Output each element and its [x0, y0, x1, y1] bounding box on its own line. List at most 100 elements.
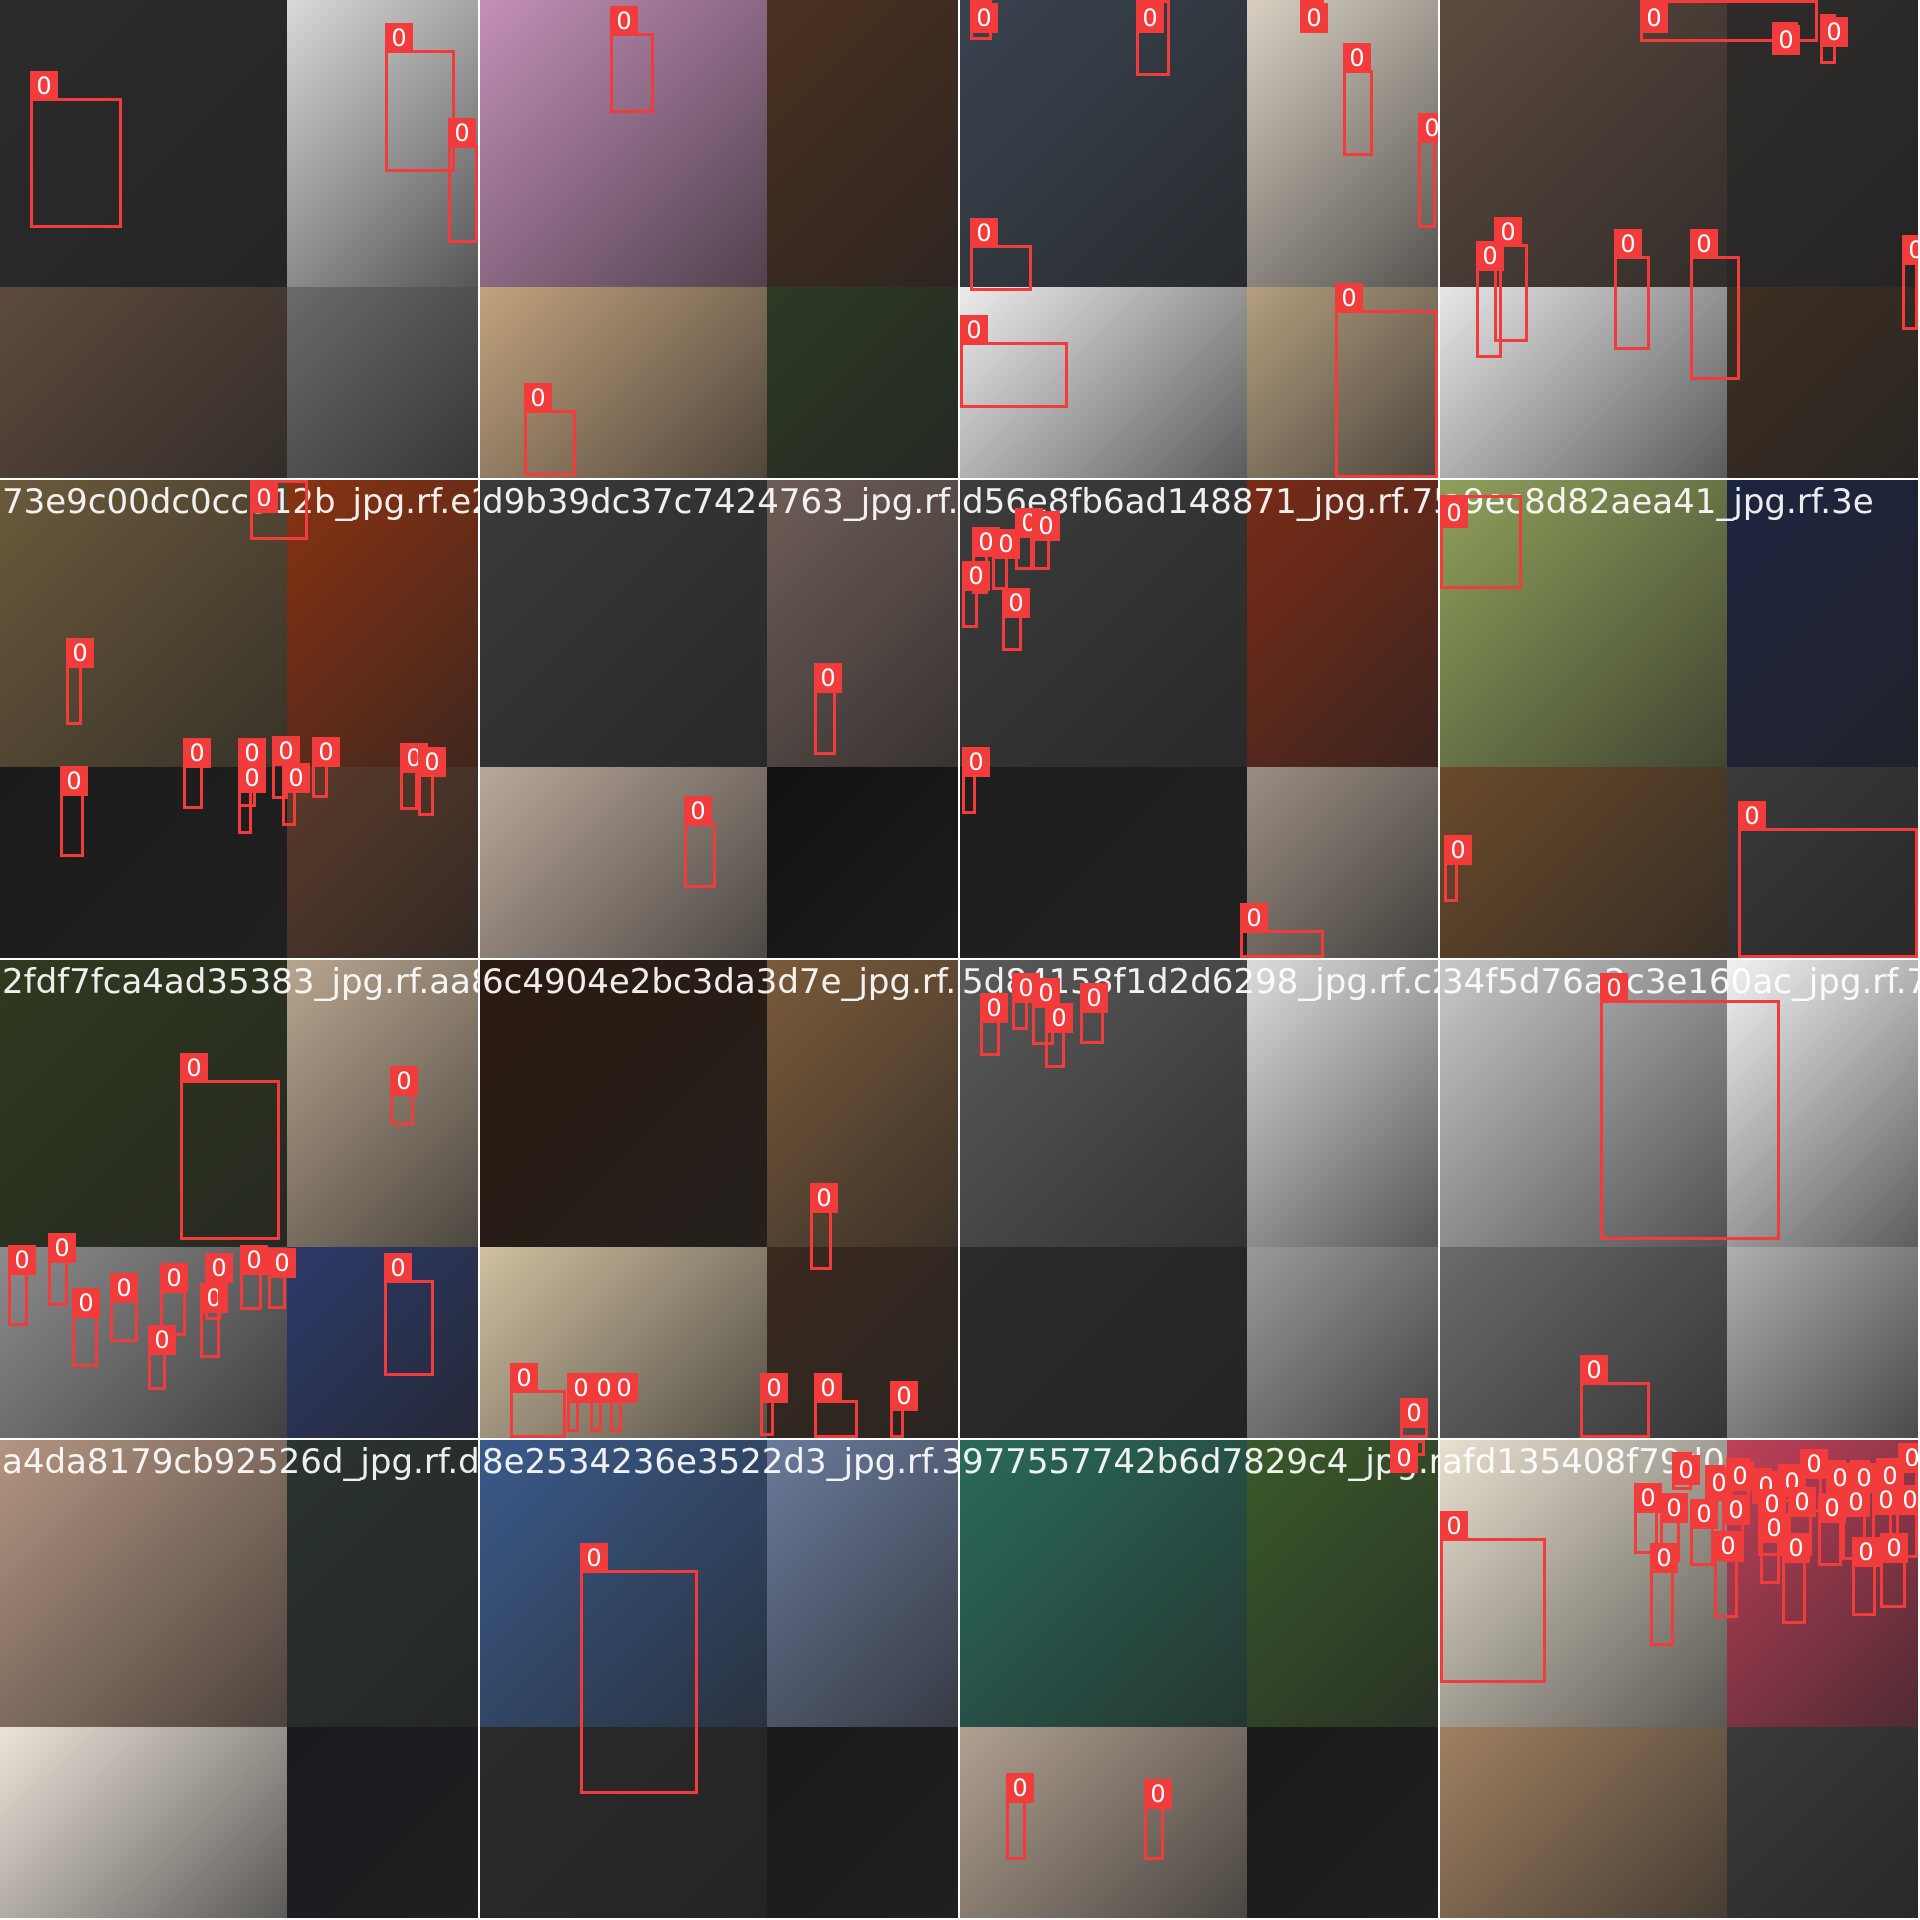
detection-box: 0 — [66, 638, 94, 725]
detection-box: 0 — [1772, 22, 1800, 55]
sub-image — [1246, 1440, 1438, 1727]
mosaic-tile: 0 0 0 — [0, 0, 478, 478]
sub-image — [960, 1440, 1247, 1727]
detection-box: 0 — [1580, 1355, 1650, 1438]
class-label: 0 — [1788, 1487, 1816, 1517]
class-label: 0 — [580, 1543, 608, 1573]
detection-box: 0 — [384, 1253, 434, 1376]
detection-box: 0 — [1002, 588, 1030, 651]
class-label: 0 — [1650, 1543, 1678, 1573]
sub-image — [286, 1246, 478, 1438]
mosaic-tile: afd135408f79d0 0 0 0 0 0 0 0 0 0 0 0 0 0 0 0 0 0 0 0 0 0 0 0 0 0 0… — [1440, 1440, 1918, 1918]
class-label: 0 — [148, 1325, 176, 1355]
sub-image — [1246, 960, 1438, 1247]
class-label: 0 — [814, 663, 842, 693]
class-label: 0 — [1444, 835, 1472, 865]
class-label: 0 — [1660, 1493, 1688, 1523]
class-label: 0 — [418, 747, 446, 777]
class-label: 0 — [205, 1253, 233, 1283]
sub-image — [1440, 1726, 1727, 1918]
class-label: 0 — [1800, 1449, 1828, 1479]
sub-image — [480, 286, 767, 478]
detection-box: 0 — [1476, 241, 1504, 358]
class-label: 0 — [160, 1263, 188, 1293]
detection-box: 0 — [970, 218, 1032, 291]
class-label: 0 — [1690, 229, 1718, 259]
sub-image — [480, 1246, 767, 1438]
detection-box: 0 — [205, 1253, 233, 1320]
class-label: 0 — [1672, 1455, 1700, 1485]
detection-box: 0 — [1343, 43, 1373, 156]
detection-box: 0 — [385, 23, 455, 172]
sub-image — [960, 1246, 1247, 1438]
sub-image — [1726, 960, 1918, 1247]
sub-image — [960, 766, 1247, 958]
class-label: 0 — [60, 766, 88, 796]
sub-image — [960, 0, 1247, 287]
detection-box: 0 — [1614, 229, 1650, 350]
detection-box: 0 — [30, 71, 122, 228]
sub-image — [1726, 1726, 1918, 1918]
class-label: 0 — [48, 1233, 76, 1263]
class-label: 0 — [1896, 1485, 1918, 1515]
class-label: 0 — [1640, 3, 1668, 33]
class-label: 0 — [1772, 25, 1800, 55]
detection-box: 0 — [1045, 1003, 1073, 1068]
detection-box: 0 — [1820, 14, 1848, 64]
class-label: 0 — [992, 529, 1020, 559]
sub-image — [0, 960, 287, 1247]
detection-box: 0 — [1400, 1398, 1428, 1438]
class-label: 0 — [1902, 235, 1918, 265]
sub-image — [766, 766, 958, 958]
class-label: 0 — [1080, 983, 1108, 1013]
detection-box: 0 — [1032, 511, 1060, 570]
detection-box: 0 — [1896, 1485, 1918, 1558]
detection-box: 0 — [418, 747, 446, 816]
mosaic-tile: 2fdf7fca4ad35383_jpg.rf.aa8784f964b3fa2e… — [0, 960, 478, 1438]
class-label: 0 — [1600, 973, 1628, 1003]
sub-image — [1246, 0, 1438, 287]
class-label: 0 — [610, 1373, 638, 1403]
sub-image — [480, 1726, 767, 1918]
detection-box: 0 — [1418, 113, 1438, 228]
sub-image — [286, 480, 478, 767]
sub-image — [1440, 480, 1727, 767]
detection-box: 0 — [567, 1373, 595, 1432]
mosaic-tile: 6c4904e2bc3da3d7e_jpg.rf.1b76a845e83ac00… — [480, 960, 958, 1438]
class-label: 0 — [8, 1245, 36, 1275]
class-label: 0 — [1476, 241, 1504, 271]
detection-box: 0 — [960, 315, 1068, 408]
detection-box: 0 — [60, 766, 88, 857]
detection-box: 0 — [180, 1053, 280, 1240]
detection-box: 0 — [1335, 283, 1438, 478]
class-label: 0 — [980, 993, 1008, 1023]
sub-image — [766, 480, 958, 767]
class-label: 0 — [385, 23, 413, 53]
detection-box: 0 — [8, 1245, 36, 1326]
class-label: 0 — [1722, 1495, 1750, 1525]
class-label: 0 — [1872, 1485, 1900, 1515]
class-label: 0 — [1880, 1533, 1908, 1563]
sub-image — [1246, 766, 1438, 958]
mosaic-tile: 73e9c00dc0cc312b_jpg.rf.e2993694d3c70261… — [0, 480, 478, 958]
class-label: 0 — [814, 1373, 842, 1403]
sub-image — [286, 960, 478, 1247]
class-label: 0 — [1714, 1531, 1742, 1561]
class-label: 0 — [66, 638, 94, 668]
detection-box: 0 — [992, 529, 1020, 590]
mosaic-tile: a9ec8d82aea41_jpg.rf.3e 0 0 0 — [1440, 480, 1918, 958]
class-label: 0 — [1440, 1511, 1468, 1541]
detection-box: 0 — [1782, 1533, 1810, 1624]
class-label: 0 — [448, 118, 476, 148]
class-label: 0 — [1818, 1493, 1846, 1523]
sub-image — [1440, 960, 1727, 1247]
sub-image — [480, 766, 767, 958]
detection-box: 0 — [400, 743, 428, 810]
sub-image — [480, 480, 767, 767]
sub-image — [1246, 286, 1438, 478]
detection-box: 0 — [1760, 1513, 1788, 1584]
class-label: 0 — [510, 1363, 538, 1393]
detection-box: 0 — [250, 480, 308, 540]
